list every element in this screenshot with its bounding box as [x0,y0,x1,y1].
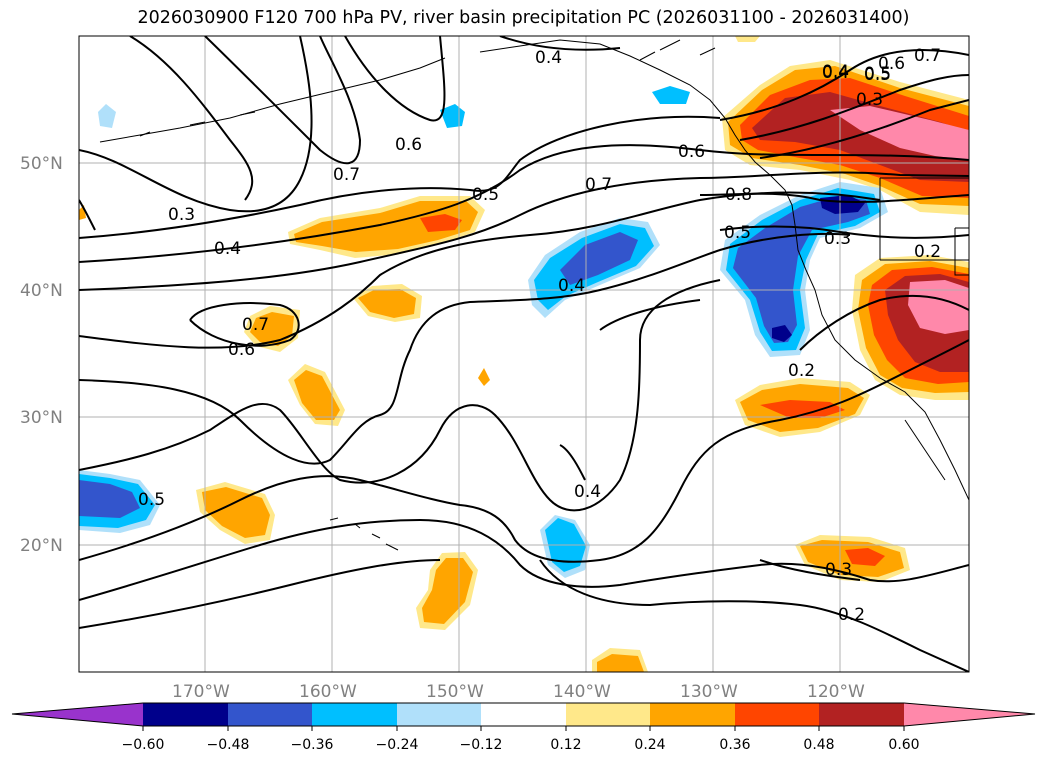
shade-neg-mid [560,232,638,285]
contour-label: 0.4 [535,48,562,68]
lat-label: 50°N [20,154,63,174]
contour-label: 0.3 [856,90,883,110]
lat-label: 40°N [20,281,63,301]
contour-label: 0.7 [585,175,612,195]
colorbar-tick-label: 0.48 [803,737,834,753]
colorbar-tick-label: −0.60 [122,737,165,753]
lat-label: 20°N [20,536,63,556]
map-plot-area: 0.4 0.6 0.7 0.3 0.4 0.6 0.7 0.5 0.7 0.6 … [79,36,969,672]
shade-pos-band [294,201,478,252]
contour-label: 0.5 [138,490,165,510]
contour-label: 0.2 [838,605,865,625]
contour-label: 0.4 [558,276,585,296]
coastlines [99,39,969,551]
lat-label: 30°N [20,408,63,428]
contour-label: 0.7 [242,315,269,335]
contour-label: 0.5 [472,185,499,205]
contour-label: 0.4 [822,63,849,83]
shade-pos-blob [422,558,473,624]
contour-label: 0.6 [678,142,705,162]
contour-label: 0.5 [864,64,891,84]
lon-label: 160°W [299,682,357,702]
contour-label: 0.4 [822,62,849,82]
lon-label: 140°W [553,682,611,702]
shade-pos-sw [760,400,845,418]
gridlines [79,36,969,672]
lon-label: 130°W [680,682,738,702]
shade-pos-blob [202,487,270,538]
colorbar-tick-label: 0.24 [634,737,665,753]
contour-label: 0.2 [788,361,815,381]
contour-label: 0.4 [574,482,601,502]
colorbar-tick-label: 0.12 [550,737,581,753]
shade-neg-small [98,104,116,128]
contour-label: 0.5 [724,223,751,243]
contour-label: 0.4 [214,239,241,259]
contour-label: 0.2 [914,242,941,262]
shade-pos-blob [358,289,416,318]
colorbar-segment [566,703,650,726]
map-title: 2026030900 F120 700 hPa PV, river basin … [137,8,910,28]
colorbar-tick-label: 0.36 [719,737,750,753]
shade-pos-ca [908,280,969,334]
colorbar-segment [650,703,735,726]
colorbar-segment [228,703,312,726]
colorbar-tick-label: 0.60 [888,737,919,753]
lon-label: 120°W [807,682,865,702]
lon-label: 150°W [426,682,484,702]
colorbar-tick-labels: −0.60 −0.48 −0.36 −0.24 −0.12 0.12 0.24 … [122,737,920,753]
colorbar-segment [143,703,228,726]
contour-label: 0.7 [914,46,941,66]
contour-label: 0.8 [725,185,752,205]
colorbar-tick-label: −0.12 [460,737,503,753]
pv-contours [79,36,969,672]
map-frame [78,35,970,673]
shade-pos-band [420,214,462,232]
shade-pos-nw [830,106,969,160]
colorbar-tick-label: −0.48 [207,737,250,753]
colorbar-segment [819,703,904,726]
shade-pos-blob [250,312,294,346]
shade-pos-nw [752,92,969,182]
colorbar-segment [312,703,397,726]
shade-pos-blob [478,368,490,386]
colorbar: −0.60 −0.48 −0.36 −0.24 −0.12 0.12 0.24 … [11,702,1036,753]
shade-pos-blob [597,654,644,672]
shade-pos-blob [845,548,885,566]
colorbar-segment [735,703,819,726]
shade-neg-w [79,480,140,518]
contour-label: 0.6 [395,135,422,155]
contour-label: 0.3 [825,560,852,580]
shade-neg-or [733,196,870,343]
shade-neg-or [820,195,865,214]
shade-neg-or [772,325,792,342]
contour-label: 0.3 [824,229,851,249]
shade-pos-blob [294,370,340,420]
contour-label: 0.6 [878,54,905,74]
colorbar-ticks [142,726,905,731]
colorbar-extend-right [904,703,1035,726]
contour-label: 0.7 [333,165,360,185]
colorbar-tick-label: −0.24 [376,737,419,753]
lon-labels: 170°W 160°W 150°W 140°W 130°W 120°W [172,682,865,702]
shade-neg-small [652,86,690,104]
contour-label: 0.5 [864,65,891,85]
colorbar-extend-left [12,703,143,726]
colorbar-segment [481,703,566,726]
colorbar-tick-label: −0.36 [291,737,334,753]
lon-label: 170°W [172,682,230,702]
shade-pos-blob [735,36,760,42]
lat-labels: 50°N 40°N 30°N 20°N [20,154,63,556]
contour-label: 0.3 [168,205,195,225]
contour-label: 0.6 [228,340,255,360]
colorbar-segment [397,703,481,726]
contour-labels: 0.4 0.6 0.7 0.3 0.4 0.6 0.7 0.5 0.7 0.6 … [138,46,941,625]
